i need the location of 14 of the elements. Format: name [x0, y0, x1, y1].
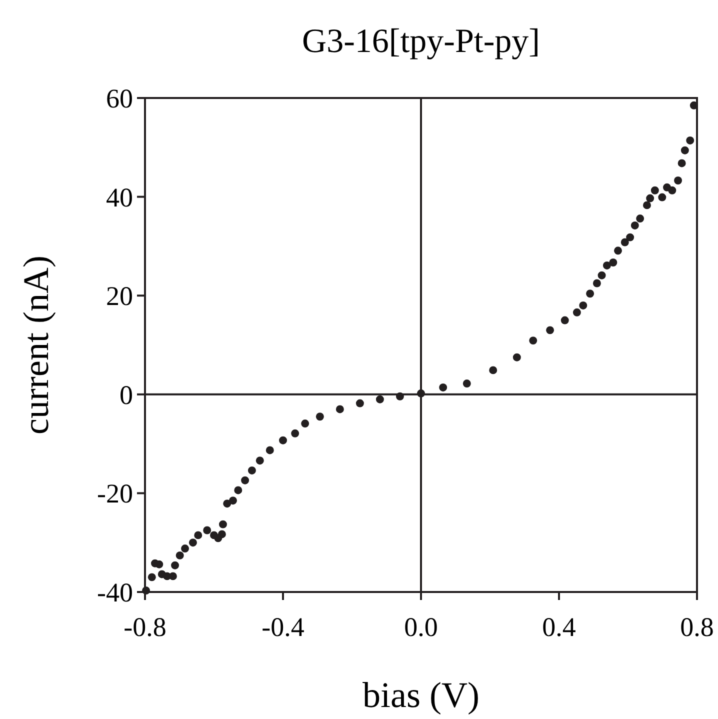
y-tick-label: 20 — [106, 281, 133, 312]
x-tick-label: -0.4 — [262, 612, 305, 642]
y-tick-label: 40 — [106, 182, 133, 212]
x-tick-label: 0.8 — [680, 612, 714, 642]
x-axis-title: bias (V) — [362, 675, 480, 715]
y-axis-title: current (nA) — [16, 256, 56, 434]
x-tick-label: 0.4 — [542, 612, 576, 642]
x-tick-label: -0.8 — [124, 612, 166, 642]
y-tick-label: 0 — [120, 380, 133, 410]
y-tick-label: -20 — [97, 478, 133, 509]
chart-title: G3-16[tpy-Pt-py] — [302, 23, 540, 60]
y-tick-label: 60 — [106, 83, 133, 114]
x-tick-label: 0.0 — [404, 612, 438, 642]
y-tick-label: -40 — [97, 577, 133, 608]
